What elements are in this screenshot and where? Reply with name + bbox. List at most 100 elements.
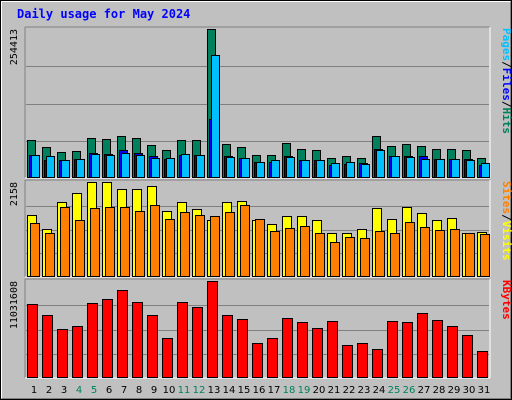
x-axis-day-label: 6 bbox=[106, 385, 112, 396]
pages-bar bbox=[91, 154, 100, 178]
pages-bar bbox=[256, 162, 265, 178]
legend-entry: Visits bbox=[500, 221, 512, 261]
sites-bar bbox=[135, 211, 145, 277]
sites-bar bbox=[450, 229, 460, 277]
kbytes-bar bbox=[117, 290, 128, 378]
kbytes-bar bbox=[207, 281, 218, 378]
x-axis-day-label: 15 bbox=[238, 385, 251, 396]
pages-bar bbox=[331, 163, 340, 178]
kbytes-bar bbox=[27, 304, 38, 378]
x-axis-day-label: 14 bbox=[223, 385, 236, 396]
pages-bar bbox=[241, 158, 250, 178]
pages-bar bbox=[121, 153, 130, 178]
kbytes-bar bbox=[102, 299, 113, 378]
sites-bar bbox=[435, 230, 445, 277]
sites-bar bbox=[120, 207, 130, 277]
legend-entry: / bbox=[500, 61, 512, 68]
sites-bar bbox=[315, 233, 325, 277]
legend-entry: Files bbox=[500, 68, 512, 101]
y-axis-max-label-2: 11031608 bbox=[9, 281, 20, 329]
x-axis-day-label: 19 bbox=[298, 385, 311, 396]
pages-bar bbox=[76, 159, 85, 178]
legend-panel-1: Sites/Visits bbox=[500, 181, 512, 261]
sites-bar bbox=[360, 238, 370, 277]
kbytes-bar bbox=[42, 315, 53, 378]
kbytes-bar bbox=[192, 307, 203, 378]
kbytes-bar bbox=[462, 335, 473, 378]
kbytes-bar bbox=[237, 319, 248, 378]
kbytes-bar bbox=[252, 343, 263, 378]
x-axis-day-label: 16 bbox=[253, 385, 266, 396]
kbytes-bar bbox=[177, 302, 188, 378]
legend-panel-2: KBytes bbox=[500, 280, 512, 320]
pages-bar bbox=[31, 155, 40, 178]
pages-bar bbox=[316, 160, 325, 178]
x-axis-day-label: 12 bbox=[193, 385, 206, 396]
pages-bar bbox=[166, 158, 175, 178]
legend-entry: Sites bbox=[500, 181, 512, 214]
pages-bar bbox=[421, 159, 430, 178]
sites-bar bbox=[180, 212, 190, 277]
sites-bar bbox=[210, 216, 220, 277]
pages-bar bbox=[151, 158, 160, 178]
sites-bar bbox=[405, 222, 415, 277]
y-axis-max-label-1: 2158 bbox=[9, 182, 20, 206]
sites-bar bbox=[345, 237, 355, 277]
y-axis-max-label-0: 254413 bbox=[9, 29, 20, 65]
chart-title: Daily usage for May 2024 bbox=[17, 7, 191, 21]
x-axis-day-label: 3 bbox=[61, 385, 67, 396]
pages-bar bbox=[406, 157, 415, 178]
sites-bar bbox=[105, 207, 115, 277]
sites-bar bbox=[30, 223, 40, 277]
sites-bar bbox=[285, 228, 295, 277]
x-axis-day-label: 24 bbox=[373, 385, 386, 396]
sites-bar bbox=[195, 215, 205, 277]
kbytes-bar bbox=[432, 320, 443, 378]
kbytes-bar bbox=[417, 313, 428, 378]
pages-bar bbox=[451, 159, 460, 178]
kbytes-bar bbox=[72, 326, 83, 378]
kbytes-bar bbox=[87, 303, 98, 378]
sites-bar bbox=[390, 233, 400, 277]
pages-bar bbox=[226, 157, 235, 178]
pages-bar bbox=[286, 157, 295, 178]
legend-entry: / bbox=[500, 214, 512, 221]
legend-entry: / bbox=[500, 101, 512, 108]
x-axis-day-label: 13 bbox=[208, 385, 221, 396]
kbytes-bar bbox=[342, 345, 353, 378]
sites-bar bbox=[300, 226, 310, 277]
legend-entry: Pages bbox=[500, 28, 512, 61]
pages-bar bbox=[181, 154, 190, 178]
sites-bar bbox=[420, 227, 430, 277]
pages-bar bbox=[481, 163, 490, 178]
sites-bar bbox=[375, 231, 385, 277]
sites-bar bbox=[255, 219, 265, 277]
kbytes-bar bbox=[402, 322, 413, 378]
x-axis-day-label: 11 bbox=[178, 385, 191, 396]
pages-bar bbox=[46, 156, 55, 178]
x-axis-day-label: 21 bbox=[328, 385, 341, 396]
x-axis-day-label: 18 bbox=[283, 385, 296, 396]
kbytes-bar bbox=[357, 343, 368, 378]
sites-bar bbox=[480, 234, 490, 277]
kbytes-bar bbox=[477, 351, 488, 378]
x-axis-day-label: 20 bbox=[313, 385, 326, 396]
sites-bar bbox=[150, 205, 160, 277]
pages-bar bbox=[106, 155, 115, 178]
x-axis-day-label: 1 bbox=[31, 385, 37, 396]
x-axis-day-label: 26 bbox=[403, 385, 416, 396]
kbytes-bar bbox=[222, 315, 233, 378]
pages-bar bbox=[301, 160, 310, 178]
kbytes-bar bbox=[297, 322, 308, 378]
pages-bar bbox=[466, 160, 475, 178]
sites-bar bbox=[240, 205, 250, 277]
sites-bar bbox=[225, 212, 235, 277]
sites-bar bbox=[75, 220, 85, 277]
x-axis-day-label: 17 bbox=[268, 385, 281, 396]
kbytes-bar bbox=[447, 326, 458, 378]
legend-entry: KBytes bbox=[500, 280, 512, 320]
sites-bar bbox=[165, 219, 175, 277]
sites-bar bbox=[60, 207, 70, 277]
